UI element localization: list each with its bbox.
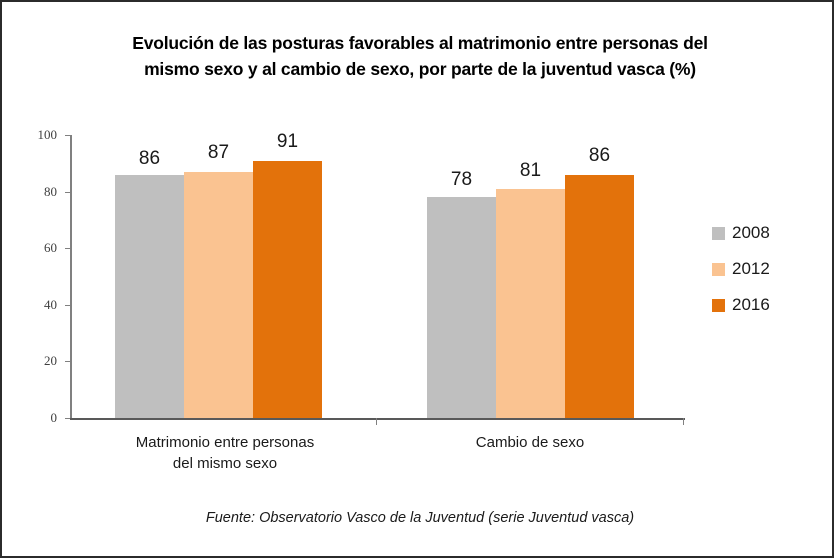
bar-2016-matrimonio: 91 bbox=[253, 131, 322, 418]
y-tick-20: 20 bbox=[44, 353, 70, 368]
bar-2016-cambio: 86 bbox=[565, 145, 634, 418]
x-category-label-cambio-line-1: Cambio de sexo bbox=[475, 434, 585, 451]
legend-item-2012[interactable]: 2012 bbox=[712, 251, 770, 287]
x-category-label-matrimonio: Matrimonio entre personas del mismo sexo bbox=[80, 432, 370, 474]
y-tick-label-100: 100 bbox=[37, 127, 58, 142]
bar-value-2016-cambio: 86 bbox=[588, 144, 611, 166]
bar-2008-cambio: 78 bbox=[427, 169, 496, 418]
x-category-label-matrimonio-line-1: Matrimonio entre personas bbox=[135, 434, 315, 451]
bar-value-2008-cambio: 78 bbox=[450, 169, 473, 191]
bar-2012-matrimonio: 87 bbox=[184, 142, 253, 418]
legend-item-2008[interactable]: 2008 bbox=[712, 215, 770, 251]
legend-label-2008: 2008 bbox=[732, 223, 770, 242]
y-tick-label-60: 60 bbox=[44, 240, 57, 256]
legend-swatch-2008-icon bbox=[712, 226, 725, 240]
x-tick-separator-2 bbox=[683, 418, 684, 425]
chart-title: Evolución de las posturas favorables al … bbox=[62, 30, 778, 82]
plot-area: 0 20 40 60 80 100 86 87 91 7 bbox=[38, 127, 685, 472]
y-tick-label-20: 20 bbox=[44, 353, 57, 369]
x-axis-line bbox=[70, 418, 685, 420]
x-category-label-matrimonio-line-2: del mismo sexo bbox=[172, 455, 278, 472]
chart-title-line-2: mismo sexo y al cambio de sexo, por part… bbox=[144, 59, 696, 79]
y-tick-label-80: 80 bbox=[44, 183, 57, 199]
bar-2008-matrimonio: 86 bbox=[115, 148, 184, 418]
y-tick-40: 40 bbox=[44, 297, 70, 312]
y-tick-100: 100 bbox=[38, 127, 70, 142]
legend-item-2016[interactable]: 2016 bbox=[712, 287, 770, 323]
y-tick-60: 60 bbox=[44, 240, 70, 255]
y-tick-label-40: 40 bbox=[44, 296, 57, 312]
y-tick-0: 0 bbox=[51, 410, 70, 425]
legend-swatch-2016-icon bbox=[712, 298, 725, 312]
source-note: Fuente: Observatorio Vasco de la Juventu… bbox=[205, 510, 635, 526]
x-tick-separator-1 bbox=[376, 418, 377, 425]
x-category-label-cambio: Cambio de sexo bbox=[385, 432, 675, 453]
bar-value-2012-matrimonio: 87 bbox=[207, 141, 230, 163]
bar-2012-cambio: 81 bbox=[496, 160, 565, 418]
bar-value-2008-matrimonio: 86 bbox=[138, 147, 161, 169]
chart-title-line-1: Evolución de las posturas favorables al … bbox=[132, 33, 708, 53]
legend-swatch-2012-icon bbox=[712, 262, 725, 276]
y-tick-label-0: 0 bbox=[50, 410, 58, 425]
bar-value-2012-cambio: 81 bbox=[519, 159, 542, 181]
chart-legend: 2008 2012 2016 bbox=[712, 215, 770, 323]
y-axis-line bbox=[70, 135, 72, 418]
y-tick-80: 80 bbox=[44, 184, 70, 199]
legend-label-2016: 2016 bbox=[732, 295, 770, 314]
legend-label-2012: 2012 bbox=[732, 259, 770, 278]
bar-value-2016-matrimonio: 91 bbox=[276, 130, 299, 152]
